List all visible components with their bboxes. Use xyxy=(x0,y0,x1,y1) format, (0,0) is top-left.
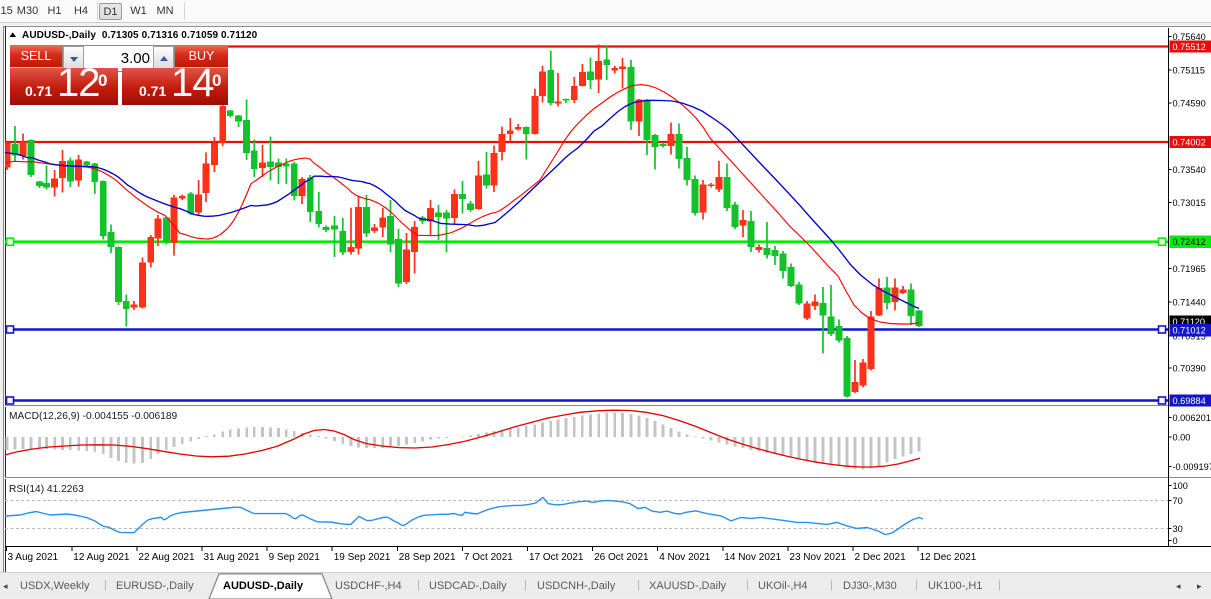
svg-text:30: 30 xyxy=(1173,524,1183,534)
svg-text:0.74590: 0.74590 xyxy=(1173,99,1206,109)
svg-text:0.71965: 0.71965 xyxy=(1173,264,1206,274)
svg-text:0.70390: 0.70390 xyxy=(1173,364,1206,374)
svg-text:3 Aug 2021: 3 Aug 2021 xyxy=(8,552,59,563)
svg-text:0.00: 0.00 xyxy=(1173,433,1191,443)
svg-text:12 Aug 2021: 12 Aug 2021 xyxy=(73,552,130,563)
svg-text:0.69884: 0.69884 xyxy=(1173,396,1206,406)
svg-text:AUDUSD-,Daily 0.71305 0.71316: AUDUSD-,Daily 0.71305 0.71316 0.71059 0.… xyxy=(22,30,258,41)
svg-text:0.75512: 0.75512 xyxy=(1173,42,1206,52)
svg-text:9 Sep 2021: 9 Sep 2021 xyxy=(269,552,321,563)
svg-text:MACD(12,26,9) -0.004155 -0.006: MACD(12,26,9) -0.004155 -0.006189 xyxy=(9,411,178,422)
svg-text:0.75115: 0.75115 xyxy=(1173,66,1206,76)
svg-text:4 Nov 2021: 4 Nov 2021 xyxy=(659,552,711,563)
svg-text:0.73015: 0.73015 xyxy=(1173,198,1206,208)
svg-text:100: 100 xyxy=(1173,481,1188,491)
svg-text:23 Nov 2021: 23 Nov 2021 xyxy=(789,552,846,563)
svg-text:0.73540: 0.73540 xyxy=(1173,165,1206,175)
svg-text:0.74002: 0.74002 xyxy=(1173,138,1206,148)
svg-text:RSI(14) 41.2263: RSI(14) 41.2263 xyxy=(9,484,84,495)
svg-text:17 Oct 2021: 17 Oct 2021 xyxy=(529,552,584,563)
svg-text:2 Dec 2021: 2 Dec 2021 xyxy=(855,552,907,563)
svg-text:-0.009197: -0.009197 xyxy=(1173,462,1211,472)
svg-text:0.71440: 0.71440 xyxy=(1173,298,1206,308)
svg-text:19 Sep 2021: 19 Sep 2021 xyxy=(334,552,391,563)
svg-text:0: 0 xyxy=(1173,536,1178,546)
svg-text:26 Oct 2021: 26 Oct 2021 xyxy=(594,552,649,563)
svg-text:0.72412: 0.72412 xyxy=(1173,237,1206,247)
svg-text:31 Aug 2021: 31 Aug 2021 xyxy=(204,552,261,563)
svg-text:7 Oct 2021: 7 Oct 2021 xyxy=(464,552,513,563)
svg-text:0.006201: 0.006201 xyxy=(1173,413,1211,423)
svg-text:12 Dec 2021: 12 Dec 2021 xyxy=(920,552,977,563)
svg-text:14 Nov 2021: 14 Nov 2021 xyxy=(724,552,781,563)
svg-text:0.71012: 0.71012 xyxy=(1173,326,1206,336)
svg-text:28 Sep 2021: 28 Sep 2021 xyxy=(399,552,456,563)
svg-text:22 Aug 2021: 22 Aug 2021 xyxy=(138,552,195,563)
svg-text:70: 70 xyxy=(1173,496,1183,506)
